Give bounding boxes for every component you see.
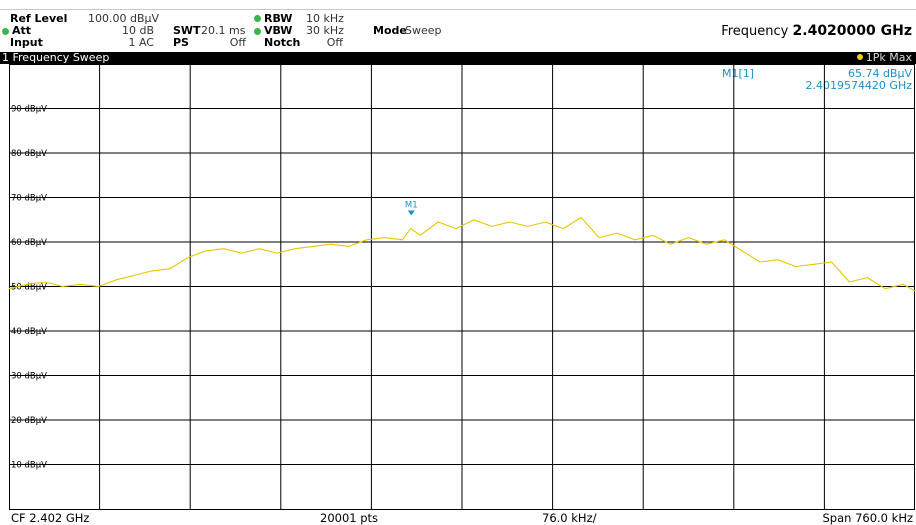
notch-value[interactable]: Off xyxy=(326,36,343,49)
att-value[interactable]: 10 dB xyxy=(121,24,154,37)
y-tick-label: 20 dBµV xyxy=(11,416,47,426)
span-label: Span 760.0 kHz xyxy=(822,511,913,525)
mode-label: Mode xyxy=(373,24,407,37)
y-tick-label: 40 dBµV xyxy=(11,327,47,337)
vbw-value[interactable]: 30 kHz xyxy=(306,24,344,37)
marker-table-freq: 2.4019574420 GHz xyxy=(805,79,912,92)
ref-level-label: Ref Level xyxy=(10,12,68,25)
ps-label: PS xyxy=(173,36,189,49)
marker-triangle-icon xyxy=(407,210,415,216)
rbw-indicator-icon xyxy=(254,15,261,22)
y-tick-label: 10 dBµV xyxy=(11,461,47,471)
ref-level-value[interactable]: 100.00 dBµV xyxy=(88,12,160,25)
marker-table-level: 65.74 dBµV xyxy=(847,67,912,80)
header-frame xyxy=(0,9,916,48)
window-title: 1 Frequency Sweep xyxy=(2,51,110,64)
vbw-indicator-icon xyxy=(254,28,261,35)
rbw-label: RBW xyxy=(264,12,293,25)
y-tick-label: 60 dBµV xyxy=(11,238,47,248)
marker-label: M1 xyxy=(405,200,418,210)
y-tick-label: 80 dBµV xyxy=(11,149,47,159)
vbw-label: VBW xyxy=(264,24,293,37)
att-indicator-icon xyxy=(2,28,9,35)
notch-label: Notch xyxy=(264,36,301,49)
input-label: Input xyxy=(10,36,43,49)
rbw-value[interactable]: 10 kHz xyxy=(306,12,344,25)
center-frequency[interactable]: Frequency 2.4020000 GHz xyxy=(721,23,912,40)
att-label: Att xyxy=(12,24,32,37)
trace-indicator: 1Pk Max xyxy=(856,51,912,64)
trace-label: 1Pk Max xyxy=(865,51,912,64)
window-title-bar[interactable]: 1 Frequency Sweep 1Pk Max xyxy=(0,52,916,64)
mode-value[interactable]: Sweep xyxy=(405,24,442,37)
swt-value[interactable]: 20.1 ms xyxy=(201,24,246,37)
trace-dot-icon xyxy=(856,54,863,60)
swt-label: SWT xyxy=(173,24,201,37)
ps-value[interactable]: Off xyxy=(229,36,246,49)
frequency-label: Frequency xyxy=(721,24,789,39)
marker-table-name: M1[1] xyxy=(722,67,755,80)
y-tick-label: 30 dBµV xyxy=(11,372,47,382)
y-tick-label: 70 dBµV xyxy=(11,194,47,204)
footer-bar: CF 2.402 GHz 20001 pts 76.0 kHz/ Span 76… xyxy=(9,510,915,525)
center-freq-label: CF 2.402 GHz xyxy=(11,511,90,525)
y-tick-label: 90 dBµV xyxy=(11,105,47,115)
instrument-header: Ref Level 100.00 dBµV Att 10 dB Input 1 … xyxy=(0,0,916,49)
spectrum-trace-line xyxy=(8,216,916,292)
div-label: 76.0 kHz/ xyxy=(542,511,597,525)
frequency-value: 2.4020000 GHz xyxy=(792,23,912,39)
points-label: 20001 pts xyxy=(320,511,379,525)
y-tick-label: 50 dBµV xyxy=(11,283,47,293)
input-value[interactable]: 1 AC xyxy=(128,36,154,49)
